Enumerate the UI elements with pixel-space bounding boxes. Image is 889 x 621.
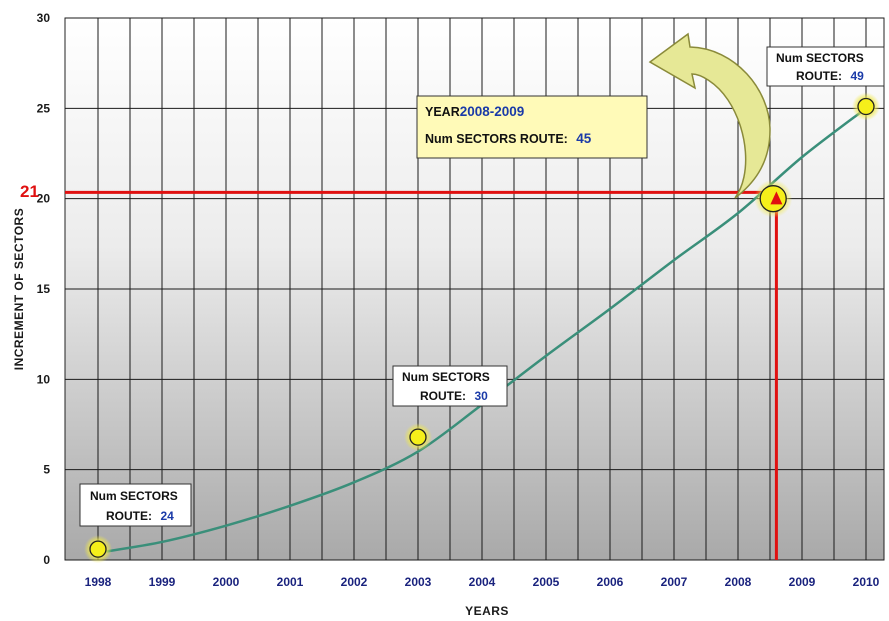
y-tick-labels: 0 5 10 15 20 25 30 [37,11,51,567]
callout-2010-line1: Num SECTORS [776,51,864,65]
callout-2003: Num SECTORS ROUTE: 30 [392,365,508,407]
x-tick-label: 2000 [213,575,240,589]
y-tick-label: 30 [37,11,51,25]
reference-value-label: 21 [20,182,39,201]
x-tick-label: 2004 [469,575,496,589]
x-tick-labels: 1998 1999 2000 2001 2002 2003 2004 2005 2006 2007… [85,575,880,589]
reference-lines [65,190,778,560]
y-tick-label: 20 [37,192,51,206]
callout-1998-line1: Num SECTORS [90,489,178,503]
x-tick-label: 2006 [597,575,624,589]
data-point [89,540,107,558]
x-tick-label: 2010 [853,575,880,589]
data-point [857,97,875,116]
highlight-year: YEAR2008-2009 [425,104,524,119]
y-tick-label: 25 [37,101,51,115]
data-point [409,428,427,446]
y-tick-label: 5 [43,463,50,477]
callout-2003-line1: Num SECTORS [402,370,490,384]
y-axis-title: INCREMENT OF SECTORS [12,208,26,370]
x-tick-label: 2002 [341,575,368,589]
data-markers [84,92,880,564]
callout-1998: Num SECTORS ROUTE: 24 [79,483,192,527]
y-tick-label: 0 [43,553,50,567]
callout-2010: Num SECTORS ROUTE: 49 [766,46,885,87]
highlight-sectors: Num SECTORS ROUTE: 45 [425,130,592,147]
x-tick-label: 2005 [533,575,560,589]
x-tick-label: 2001 [277,575,304,589]
x-tick-label: 2009 [789,575,816,589]
y-tick-label: 15 [37,282,51,296]
callout-1998-route: ROUTE: 24 [106,507,174,524]
callout-2010-route: ROUTE: 49 [796,67,864,84]
x-tick-label: 1999 [149,575,176,589]
callout-2003-route: ROUTE: 30 [420,387,488,404]
x-tick-label: 2003 [405,575,432,589]
curved-arrow-icon [648,32,771,199]
x-tick-label: 2007 [661,575,688,589]
x-axis-title: YEARS [465,604,509,618]
x-tick-label: 2008 [725,575,752,589]
y-tick-label: 10 [37,372,51,386]
highlight-box: YEAR2008-2009 Num SECTORS ROUTE: 45 [416,95,648,159]
x-tick-label: 1998 [85,575,112,589]
reference-arrow-tip [770,191,783,205]
